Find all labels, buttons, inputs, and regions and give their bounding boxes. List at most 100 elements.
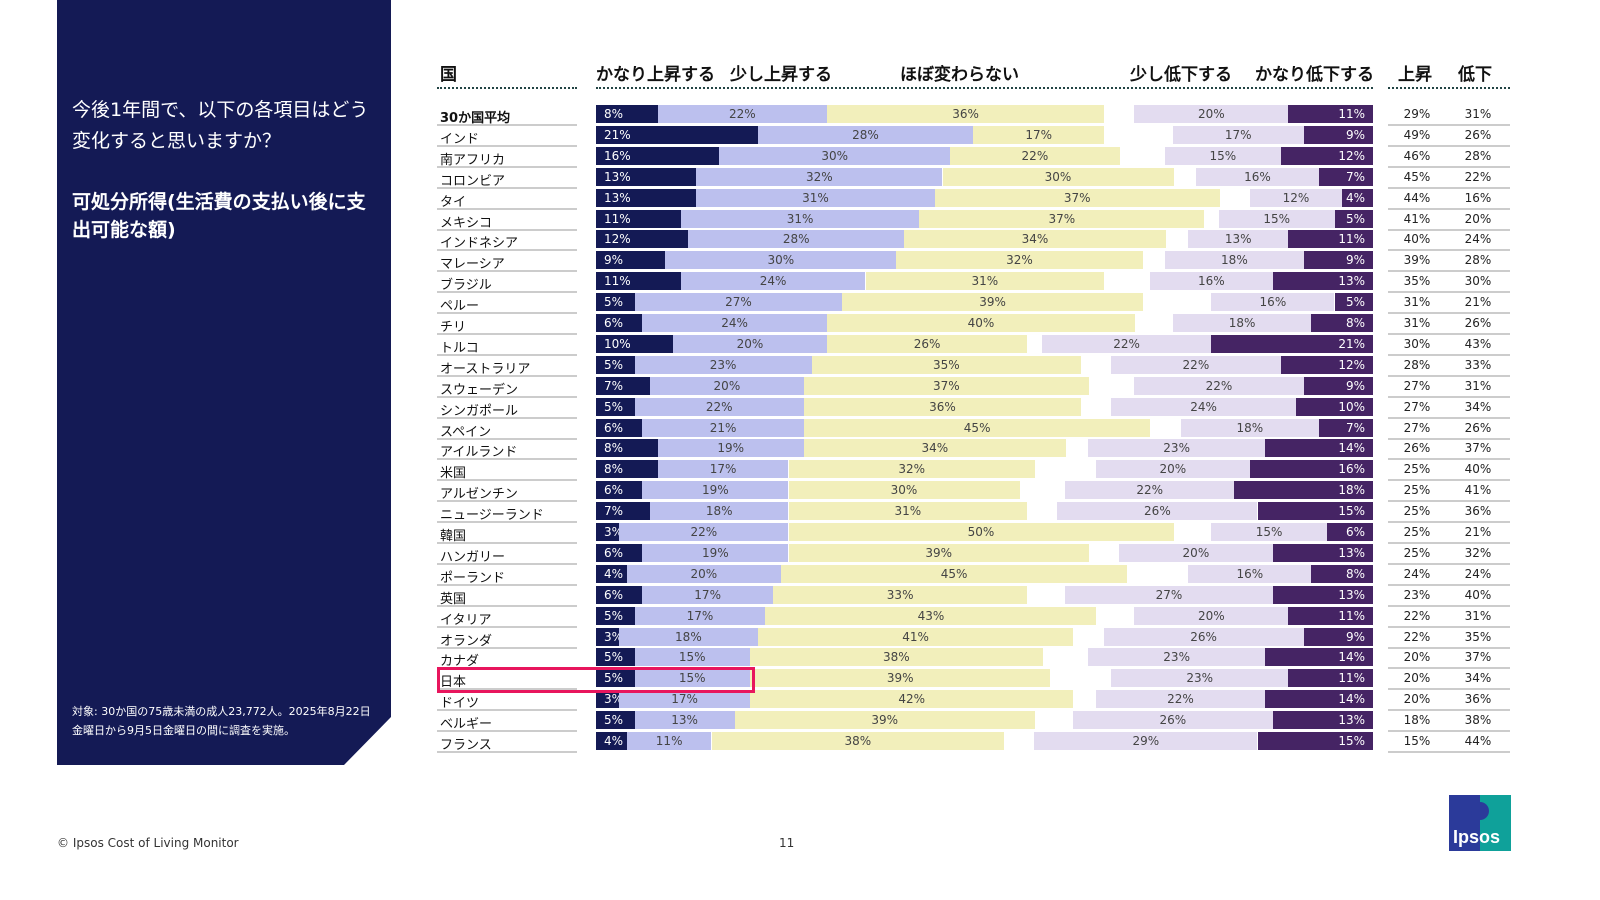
bar-strong-up: 3% (596, 627, 623, 646)
up-total: 22% (1403, 629, 1431, 644)
bar-same: 34% (803, 439, 1066, 458)
row-divider (437, 730, 577, 733)
down-total: 26% (1464, 420, 1492, 435)
table-row: フランス 4% 11% 38% 15% 29% 15% 44% (0, 731, 1600, 753)
bar-strong-down: 12% (1280, 146, 1373, 165)
bar-slight-up: 17% (642, 585, 774, 604)
down-total: 32% (1464, 545, 1492, 560)
up-total: 29% (1403, 107, 1431, 121)
bar-slight-down: 16% (1188, 564, 1312, 583)
bar-slight-down: 20% (1134, 105, 1289, 123)
row-divider (437, 270, 577, 273)
row-divider (437, 124, 577, 126)
legend-strong-up: かなり上昇する (596, 65, 715, 85)
down-total: 36% (1464, 692, 1492, 707)
table-row: ペルー 5% 27% 39% 5% 16% 31% 21% (0, 292, 1600, 315)
table-row: 英国 6% 17% 33% 13% 27% 23% 40% (0, 585, 1600, 607)
row-divider (1388, 333, 1510, 335)
bar-slight-down: 22% (1041, 334, 1212, 353)
country-label: カナダ (440, 654, 480, 670)
bar-strong-up: 3% (596, 523, 623, 541)
row-divider (437, 333, 577, 335)
table-row: メキシコ 11% 31% 37% 5% 15% 41% 20% (0, 209, 1600, 231)
bar-slight-up: 31% (680, 209, 920, 228)
bar-strong-down: 8% (1311, 564, 1373, 583)
bar-slight-up: 28% (757, 125, 974, 144)
bar-same: 34% (904, 230, 1166, 249)
table-row: スウェーデン 7% 20% 37% 9% 22% 27% 31% (0, 376, 1600, 398)
bar-slight-down: 26% (1103, 627, 1304, 646)
row-divider (1388, 228, 1510, 231)
bar-slight-down: 20% (1118, 543, 1273, 562)
row-divider (1388, 249, 1510, 252)
bar-strong-up: 5% (596, 711, 635, 730)
bar-same: 37% (934, 188, 1220, 207)
row-divider (1388, 416, 1510, 419)
bar-strong-up: 5% (596, 648, 635, 667)
question-text: 今後1年間で、以下の各項目はどう変化すると思いますか？ (72, 99, 369, 152)
table-row: コロンビア 13% 32% 30% 7% 16% 45% 22% (0, 167, 1600, 189)
down-total: 41% (1464, 483, 1492, 498)
bar-same: 39% (734, 711, 1035, 730)
bar-slight-down: 26% (1072, 711, 1273, 730)
bar-strong-down: 13% (1272, 711, 1373, 730)
up-total: 26% (1403, 441, 1431, 456)
bar-strong-up: 5% (596, 355, 635, 374)
bar-strong-down: 11% (1288, 230, 1373, 249)
row-divider (1388, 124, 1510, 126)
bar-same: 37% (803, 376, 1089, 395)
country-label: アルゼンチン (440, 487, 518, 503)
down-total: 40% (1464, 462, 1492, 477)
country-label: シンガポール (440, 403, 519, 419)
bar-same: 22% (950, 146, 1120, 165)
bar-slight-down: 16% (1149, 272, 1273, 291)
bar-slight-up: 23% (634, 355, 812, 374)
legend-same: ほぼ変わらない (900, 65, 1019, 85)
row-divider (1388, 186, 1510, 189)
country-label: オーストラリア (440, 361, 531, 377)
row-divider (437, 353, 577, 356)
country-label: アイルランド (440, 445, 518, 461)
down-total: 35% (1464, 629, 1492, 644)
row-divider (437, 500, 577, 503)
row-divider (437, 521, 577, 524)
bar-strong-up: 6% (596, 585, 643, 604)
country-label: チリ (440, 320, 467, 335)
up-total: 20% (1403, 692, 1431, 707)
bar-same: 26% (827, 334, 1028, 353)
country-label: ポーランド (440, 570, 506, 586)
up-total: 25% (1403, 545, 1431, 560)
svg-text:Ipsos: Ipsos (1453, 827, 1500, 847)
up-total: 46% (1403, 148, 1431, 163)
table-row: オーストラリア 5% 23% 35% 12% 22% 28% 33% (0, 355, 1600, 377)
bar-strong-down: 9% (1303, 125, 1373, 144)
row-divider (437, 249, 577, 252)
header-down: 低下 (1458, 65, 1492, 85)
table-row: インドネシア 12% 28% 34% 11% 13% 40% 24% (0, 229, 1600, 252)
bar-slight-up: 32% (696, 167, 943, 186)
row-divider (1388, 751, 1510, 753)
bar-same: 35% (811, 355, 1082, 374)
bar-slight-down: 16% (1195, 167, 1320, 186)
table-row: 30か国平均 8% 22% 36% 11% 20% 29% 31% (0, 104, 1600, 126)
up-total: 18% (1403, 713, 1431, 728)
bar-slight-up: 30% (665, 251, 897, 270)
bar-strong-up: 3% (596, 690, 623, 709)
bar-strong-up: 4% (596, 732, 627, 750)
table-row: カナダ 5% 15% 38% 14% 23% 20% 37% (0, 647, 1600, 670)
bar-same: 37% (919, 209, 1205, 228)
bar-strong-up: 6% (596, 543, 643, 562)
row-divider (1388, 165, 1510, 168)
bar-strong-up: 5% (596, 606, 635, 625)
bar-slight-up: 20% (649, 376, 804, 395)
bar-slight-down: 15% (1165, 146, 1281, 165)
row-divider (437, 437, 577, 440)
bar-strong-down: 13% (1272, 585, 1373, 604)
legend-slight-up: 少し上昇する (730, 65, 832, 85)
bar-slight-up: 17% (619, 690, 750, 709)
bar-slight-up: 20% (626, 564, 781, 583)
row-divider (1388, 542, 1510, 544)
down-total: 30% (1464, 274, 1492, 289)
bar-slight-down: 15% (1219, 209, 1335, 228)
bar-strong-down: 10% (1296, 397, 1373, 416)
